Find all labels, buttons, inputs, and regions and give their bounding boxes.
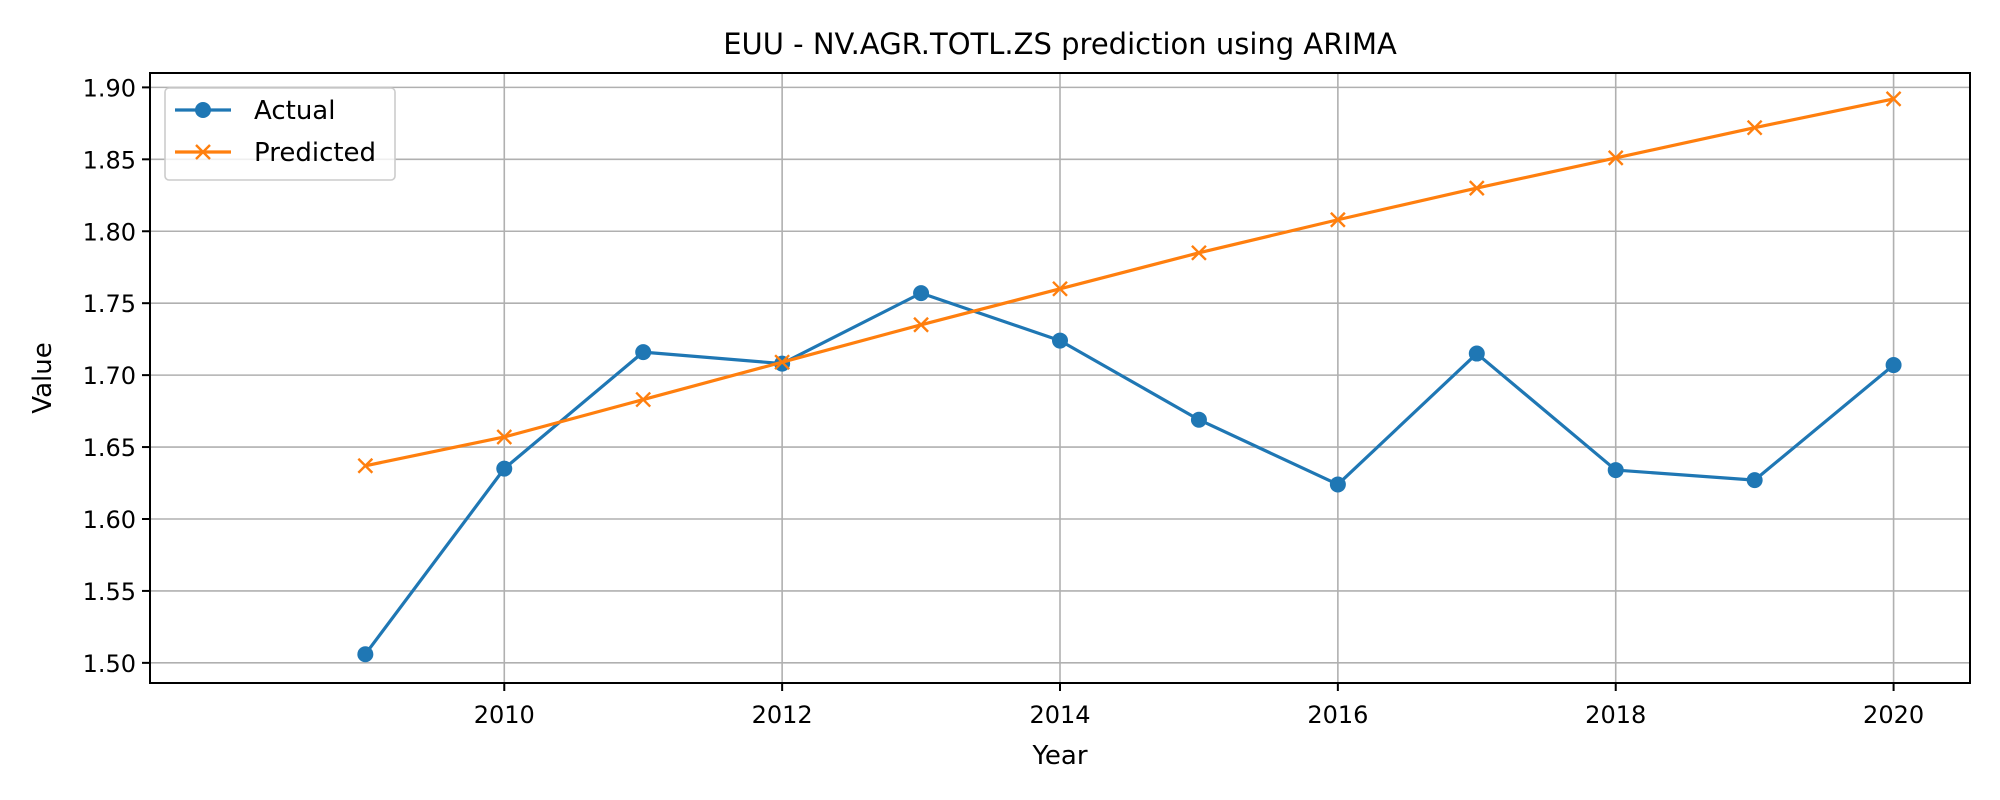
legend-label: Predicted — [254, 138, 376, 168]
actual-point — [913, 285, 930, 302]
grid — [150, 73, 1970, 683]
series-predicted — [357, 91, 1902, 474]
legend-item-predicted: Predicted — [175, 138, 376, 168]
legend-label: Actual — [254, 96, 335, 126]
predicted-point — [357, 457, 374, 474]
actual-line — [364, 291, 1895, 656]
actual-point — [635, 344, 652, 361]
y-tick-label: 1.55 — [83, 578, 136, 606]
y-tick-label: 1.60 — [83, 506, 136, 534]
actual-point — [1607, 462, 1624, 479]
legend-swatch-marker — [195, 144, 211, 160]
predicted-point — [1468, 180, 1485, 196]
actual-point — [1885, 357, 1902, 374]
y-tick-label: 1.90 — [83, 74, 136, 102]
actual-point — [1468, 345, 1485, 362]
actual-point — [1329, 476, 1346, 493]
x-tick-label: 2018 — [1585, 701, 1646, 729]
y-tick-label: 1.80 — [83, 218, 136, 246]
y-tick-label: 1.65 — [83, 434, 136, 462]
predicted-point — [496, 429, 513, 445]
predicted-point — [635, 391, 652, 408]
actual-point — [357, 646, 374, 663]
predicted-point — [1746, 119, 1763, 136]
series-actual — [357, 285, 1902, 663]
x-tick-label: 2020 — [1863, 701, 1924, 729]
y-tick-label: 1.85 — [83, 146, 136, 174]
series-layer — [357, 91, 1902, 663]
axis-ticks: 2010 2012 2014 2016 2018 2020 1.50 1.55 1.60 1.65… — [83, 74, 1925, 729]
predicted-point — [913, 316, 929, 333]
x-tick-label: 2014 — [1029, 701, 1090, 729]
x-tick-label: 2016 — [1307, 701, 1368, 729]
y-tick-label: 1.70 — [83, 362, 136, 390]
predicted-point — [1191, 244, 1207, 261]
y-axis-label: Value — [28, 342, 58, 413]
predicted-point — [1885, 91, 1902, 107]
actual-point — [1190, 411, 1207, 428]
x-tick-label: 2010 — [474, 701, 535, 729]
predicted-point — [1330, 211, 1346, 228]
actual-point — [1052, 332, 1068, 349]
legend: Actual Predicted — [164, 87, 396, 181]
actual-point — [496, 460, 513, 477]
legend-swatch-marker — [195, 102, 211, 118]
y-tick-label: 1.75 — [83, 290, 136, 318]
y-tick-label: 1.50 — [83, 650, 136, 678]
predicted-point — [1052, 280, 1068, 297]
predicted-point — [774, 354, 790, 371]
x-axis-label: Year — [1031, 741, 1087, 771]
predicted-point — [1607, 150, 1624, 166]
legend-item-actual: Actual — [175, 96, 335, 126]
predicted-line — [365, 97, 1894, 468]
x-tick-label: 2012 — [752, 701, 813, 729]
chart-title: EUU - NV.AGR.TOTL.ZS prediction using AR… — [723, 27, 1397, 61]
actual-point — [1746, 472, 1763, 489]
